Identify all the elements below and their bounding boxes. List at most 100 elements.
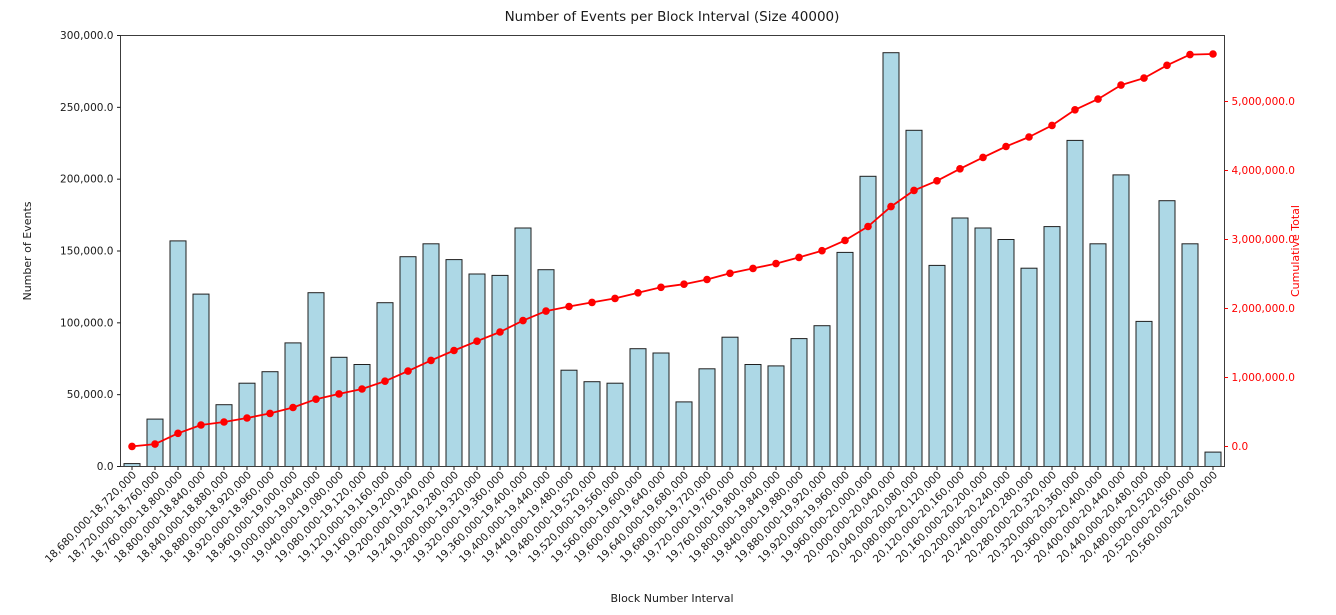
bar	[238, 382, 256, 468]
cumulative-marker	[197, 421, 205, 429]
bar	[606, 382, 624, 468]
bar	[192, 293, 210, 467]
bar	[813, 325, 831, 468]
cumulative-marker	[1186, 50, 1194, 59]
cumulative-marker	[496, 328, 504, 336]
cumulative-marker	[1025, 133, 1033, 141]
cumulative-marker	[611, 294, 619, 303]
bar	[928, 264, 946, 467]
cumulative-marker	[542, 307, 550, 315]
cumulative-marker	[427, 356, 435, 365]
x-axis: 18,680,000-18,720,00018,720,000-18,760,0…	[43, 466, 1220, 565]
bar	[1020, 267, 1038, 468]
bar	[951, 217, 969, 467]
right-tick-label: 0.0	[1232, 441, 1249, 453]
bar	[399, 256, 417, 468]
cumulative-markers	[128, 50, 1217, 451]
bar	[583, 381, 601, 468]
bar	[514, 227, 532, 467]
cumulative-marker	[1094, 95, 1102, 103]
bar	[767, 365, 785, 467]
cumulative-marker	[864, 222, 872, 231]
cumulative-marker	[243, 414, 251, 422]
bar	[1158, 200, 1176, 467]
cumulative-marker	[979, 153, 987, 162]
cumulative-marker	[266, 409, 274, 418]
bar	[859, 175, 877, 468]
bar	[445, 259, 463, 467]
right-tick-label: 2,000,000.0	[1232, 303, 1295, 315]
cumulative-marker	[151, 440, 159, 448]
bar	[560, 369, 578, 468]
cumulative-marker	[887, 202, 895, 211]
cumulative-marker	[933, 177, 941, 185]
cumulative-marker	[1117, 81, 1125, 89]
cumulative-marker	[450, 346, 458, 355]
bar	[1089, 243, 1107, 467]
bar	[1135, 320, 1153, 467]
bar	[1204, 451, 1222, 468]
left-tick-label: 200,000.0	[60, 174, 113, 186]
bars-group	[123, 52, 1222, 468]
cumulative-line	[131, 53, 1214, 448]
bar	[307, 292, 325, 468]
cumulative-marker	[588, 298, 596, 307]
bar	[652, 352, 670, 467]
y-axis-label-left: Number of Events	[21, 201, 34, 300]
cumulative-marker	[1071, 106, 1079, 114]
cumulative-marker	[1140, 74, 1148, 82]
bar	[330, 356, 348, 467]
cumulative-marker	[358, 385, 366, 393]
left-tick-label: 100,000.0	[60, 317, 113, 329]
bar	[744, 364, 762, 467]
bar	[882, 52, 900, 467]
cumulative-marker	[657, 283, 665, 292]
bar	[468, 273, 486, 467]
cumulative-marker	[726, 269, 734, 278]
right-tick-label: 5,000,000.0	[1232, 96, 1295, 108]
bar	[997, 239, 1015, 467]
left-axis: 0.0 50,000.0 100,000.0 150,000.0 200,000.0 25…	[60, 30, 121, 473]
left-tick-label: 300,000.0	[60, 30, 113, 42]
x-axis-label: Block Number Interval	[610, 592, 733, 605]
cumulative-marker	[220, 418, 228, 426]
right-tick-label: 1,000,000.0	[1232, 372, 1295, 384]
bar	[905, 129, 923, 468]
cumulative-marker	[910, 186, 918, 195]
cumulative-marker	[519, 316, 527, 325]
cumulative-marker	[404, 367, 412, 375]
cumulative-marker	[312, 395, 320, 404]
y-axis-label-right: Cumulative Total	[1289, 205, 1302, 297]
bar	[974, 227, 992, 467]
bar	[491, 274, 509, 467]
bar	[1112, 174, 1130, 467]
cumulative-marker	[565, 302, 573, 311]
cumulative-marker	[335, 390, 343, 398]
right-tick-label: 4,000,000.0	[1232, 165, 1295, 177]
cumulative-marker	[1048, 121, 1056, 130]
right-axis: 0.0 1,000,000.0 2,000,000.0 3,000,000.0 4,00…	[1224, 96, 1295, 453]
cumulative-marker	[381, 377, 389, 386]
cumulative-marker	[1002, 142, 1010, 151]
bar	[1181, 243, 1199, 467]
cumulative-marker	[956, 165, 964, 173]
cumulative-marker	[680, 280, 688, 289]
chart-title: Number of Events per Block Interval (Siz…	[505, 9, 840, 25]
bar	[537, 269, 555, 468]
cumulative-marker	[174, 429, 182, 438]
cumulative-marker	[1163, 61, 1171, 70]
right-tick-label: 3,000,000.0	[1232, 234, 1295, 246]
cumulative-marker	[473, 337, 481, 346]
left-tick-label: 50,000.0	[67, 389, 114, 401]
cumulative-marker	[818, 246, 826, 255]
bar	[215, 404, 233, 468]
cumulative-marker	[634, 289, 642, 297]
bar	[261, 371, 279, 468]
left-tick-label: 0.0	[97, 461, 114, 473]
cumulative-marker	[703, 275, 711, 284]
bar	[675, 401, 693, 467]
bar	[353, 364, 371, 467]
bar	[422, 243, 440, 467]
